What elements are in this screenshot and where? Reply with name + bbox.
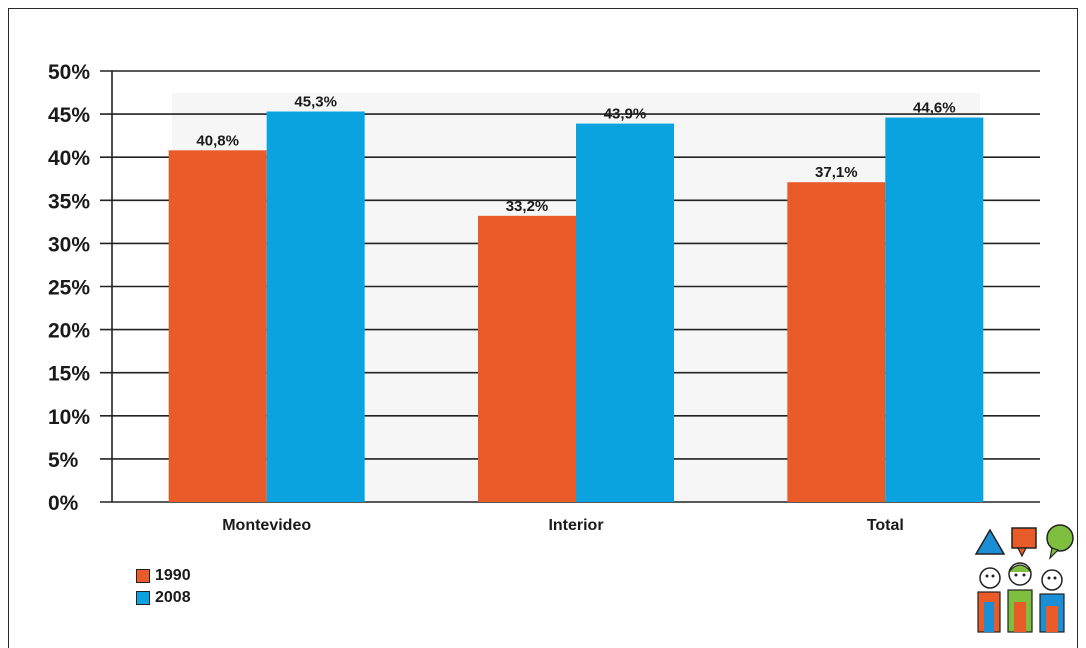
y-tick-label: 10% xyxy=(48,406,90,429)
chart-frame xyxy=(8,8,1078,648)
data-label: 44,6% xyxy=(913,100,956,117)
bar-2008-montevideo xyxy=(266,111,365,502)
data-label: 40,8% xyxy=(196,132,239,149)
legend-swatch-2008 xyxy=(136,591,150,605)
data-label: 37,1% xyxy=(815,164,858,181)
x-category-label: Total xyxy=(867,517,904,534)
legend-swatch-1990 xyxy=(136,569,150,583)
legend-item-2008: 2008 xyxy=(136,587,191,609)
bar-1990-montevideo xyxy=(168,150,267,502)
y-tick-label: 20% xyxy=(48,320,90,343)
y-tick-label: 40% xyxy=(48,147,90,170)
bar-2008-interior xyxy=(576,123,674,502)
square-bubble-icon xyxy=(1011,527,1037,549)
y-tick-label: 25% xyxy=(48,277,90,300)
x-category-label: Montevideo xyxy=(222,517,311,534)
children-logo-icon xyxy=(974,524,1074,633)
child-face-right-icon xyxy=(1041,569,1063,591)
y-tick-label: 30% xyxy=(48,233,90,256)
data-label: 43,9% xyxy=(604,106,647,123)
legend-label-1990: 1990 xyxy=(155,567,191,584)
bar-1990-interior xyxy=(478,215,576,503)
y-tick-label: 45% xyxy=(48,104,90,127)
child-face-left-icon xyxy=(979,567,1001,589)
legend-label-2008: 2008 xyxy=(155,589,191,606)
y-tick-label: 5% xyxy=(48,449,79,472)
x-category-label: Interior xyxy=(548,517,603,534)
y-tick-label: 15% xyxy=(48,363,90,386)
y-tick-label: 50% xyxy=(48,61,90,84)
bar-chart: 0% 5% 10% 15% 20% 25% 30% 35% 40% 45% 50% 40,8% 45,3… xyxy=(48,61,1040,534)
round-bubble-icon xyxy=(1046,524,1074,552)
triangle-shape-icon xyxy=(974,528,1006,555)
bar-2008-total xyxy=(885,117,984,502)
y-tick-label: 35% xyxy=(48,190,90,213)
bar-1990-total xyxy=(787,182,886,502)
legend-item-1990: 1990 xyxy=(136,565,191,587)
legend: 1990 2008 xyxy=(136,565,191,609)
y-tick-label: 0% xyxy=(48,492,79,515)
data-label: 45,3% xyxy=(294,94,337,111)
data-label: 33,2% xyxy=(506,198,549,215)
